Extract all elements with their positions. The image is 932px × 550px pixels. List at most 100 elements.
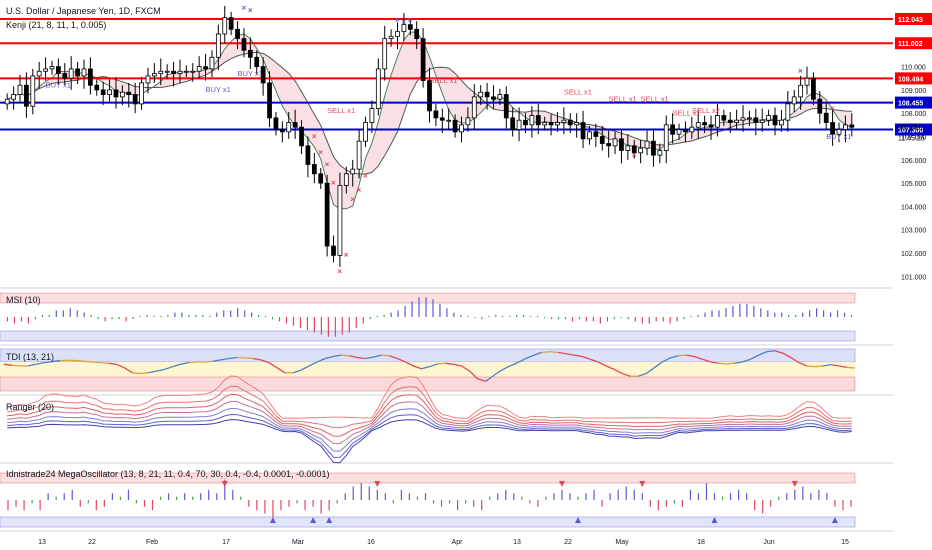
ranger-band-line xyxy=(7,407,852,452)
candle-body xyxy=(631,145,637,154)
tdi-line-segment xyxy=(3,363,13,366)
candle-body xyxy=(126,91,132,95)
candle-body xyxy=(273,117,279,130)
time-axis-label: 22 xyxy=(564,539,572,546)
tdi-line-segment xyxy=(341,354,350,357)
tdi-line-segment xyxy=(373,354,382,358)
tdi-line-segment xyxy=(116,363,125,369)
tdi-line-segment xyxy=(694,355,703,360)
sell-cross-marker: × xyxy=(312,132,317,141)
price-tick-label: 104.000 xyxy=(901,204,926,211)
tdi-line-segment xyxy=(742,358,751,363)
tdi-line-segment xyxy=(365,356,374,360)
ranger-band-line xyxy=(7,400,852,445)
tdi-line-segment xyxy=(621,372,631,377)
candle-body xyxy=(4,98,10,105)
mega-buy-triangle xyxy=(310,517,317,523)
scale-background xyxy=(893,0,932,550)
symbol-title: U.S. Dollar / Japanese Yen, 1D, FXCM xyxy=(6,6,161,16)
tdi-line-segment xyxy=(469,370,479,380)
tdi-line-segment xyxy=(300,365,310,371)
candle-body xyxy=(798,84,803,98)
msi-panel[interactable]: 0.000 xyxy=(0,292,932,346)
candle-body xyxy=(337,185,343,256)
candle-body xyxy=(87,68,93,86)
level-price-tag xyxy=(895,123,932,136)
candle-body xyxy=(190,70,196,73)
tdi-line-segment xyxy=(670,355,679,359)
candle-body xyxy=(132,94,138,105)
tdi-line-segment xyxy=(84,360,93,363)
tdi-line-segment xyxy=(204,360,213,363)
tdi-line-segment xyxy=(260,359,270,364)
last-price-label: 107.421 xyxy=(898,125,923,132)
tdi-line-segment xyxy=(405,361,414,367)
candle-body xyxy=(535,115,541,126)
sell-cross-marker: × xyxy=(337,267,342,276)
candle-body xyxy=(683,129,688,133)
tdi-line-segment xyxy=(292,369,302,374)
tdi-line-segment xyxy=(509,362,519,367)
buy-cross-marker: × xyxy=(395,15,400,24)
time-axis-label: 18 xyxy=(697,539,705,546)
candle-body xyxy=(119,91,125,98)
mega-oscillator-panel[interactable]: 0.5000.000-0.500 xyxy=(0,472,932,532)
tdi-line-segment xyxy=(421,366,430,370)
sell-cross-marker: × xyxy=(350,195,355,204)
buy-cross-marker: × xyxy=(241,4,246,13)
candle-body xyxy=(331,245,336,256)
signal-label: SELL x2 xyxy=(692,106,720,115)
buy-cross-marker: × xyxy=(401,18,406,27)
tdi-line-segment xyxy=(838,365,848,369)
price-scale[interactable]: 110.000 109.000 108.000 107.000 106.000 105.0… xyxy=(893,0,932,550)
tdi-line-segment xyxy=(228,356,237,360)
signal-label: SELL x1 xyxy=(327,106,355,115)
tdi-line-segment xyxy=(678,354,687,357)
price-tick-label: 107.000 xyxy=(901,135,926,142)
tdi-line-segment xyxy=(76,359,85,362)
buy-cross-marker: × xyxy=(798,67,803,76)
level-price-tag xyxy=(895,96,932,109)
candle-body xyxy=(651,140,656,156)
time-axis: 13 22 Feb 17 Mar 16 Apr 13 22 May 18 Jun 15 xyxy=(38,539,849,546)
time-axis-label: Mar xyxy=(292,539,305,546)
tdi-line-segment xyxy=(541,351,550,354)
tdi-line-segment xyxy=(477,378,486,382)
candle-body xyxy=(727,119,733,123)
candle-body xyxy=(721,115,727,121)
price-tick-label: 106.000 xyxy=(901,158,926,165)
time-axis-label: 13 xyxy=(513,539,521,546)
candle-body xyxy=(491,96,496,100)
tdi-line-segment xyxy=(156,368,165,372)
candle-body xyxy=(151,73,157,77)
tdi-line-segment xyxy=(100,361,109,364)
candle-body xyxy=(695,122,701,128)
msi-upper-band xyxy=(0,292,856,304)
tdi-line-segment xyxy=(124,367,133,374)
candle-body xyxy=(446,119,452,122)
level-price-label: 111.002 xyxy=(898,41,923,48)
candle-body xyxy=(375,68,381,109)
candle-body xyxy=(100,89,106,95)
buy-cross-marker: × xyxy=(248,6,253,15)
sell-cross-marker: × xyxy=(830,104,835,113)
sell-cross-marker: × xyxy=(325,160,330,169)
mega-sell-triangle xyxy=(639,481,646,487)
time-axis-label: May xyxy=(615,539,629,546)
mega-buy-triangle xyxy=(711,517,718,523)
candle-body xyxy=(267,82,272,119)
candle-body xyxy=(260,66,266,84)
tdi-line-segment xyxy=(180,361,189,365)
candle-body xyxy=(414,28,420,40)
tdi-line-segment xyxy=(814,365,823,368)
sell-cross-marker: × xyxy=(318,148,323,157)
mega-sell-triangle xyxy=(791,481,798,487)
tdi-line-segment xyxy=(389,355,398,360)
signal-label: SELL x1 xyxy=(641,95,669,104)
ranger-band-line xyxy=(7,393,852,437)
signal-label: SELL x1 xyxy=(430,76,458,85)
candle-body xyxy=(663,124,669,151)
tdi-panel[interactable]: 1.0000.000 xyxy=(0,346,932,396)
